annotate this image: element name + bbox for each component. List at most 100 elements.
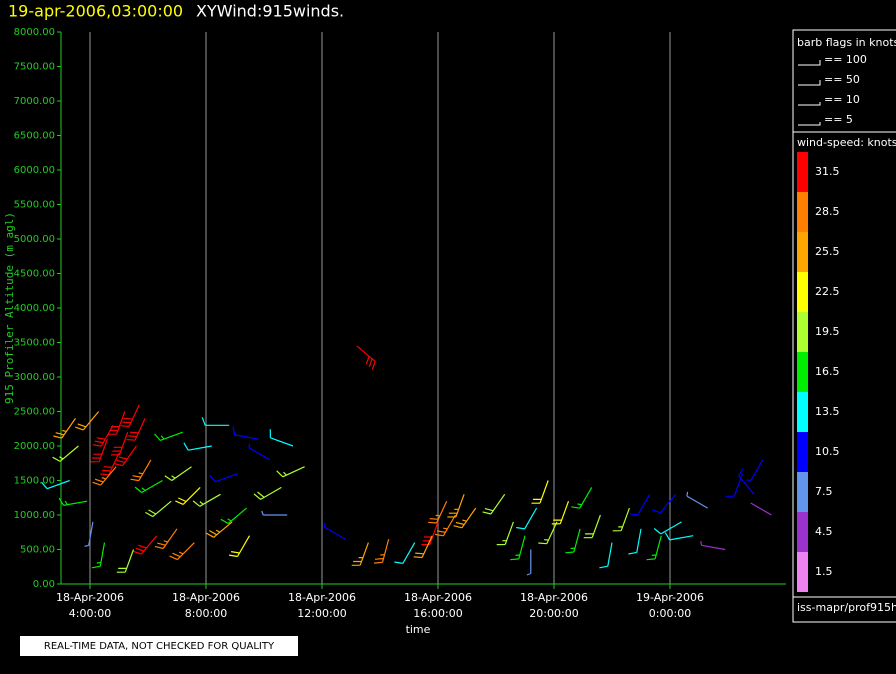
wind-barb bbox=[110, 431, 129, 456]
wind-barb bbox=[746, 459, 764, 482]
y-tick-label: 5500.00 bbox=[14, 200, 55, 211]
colorbar-swatch bbox=[797, 352, 808, 392]
y-tick-label: 3500.00 bbox=[14, 338, 55, 349]
wind-barb bbox=[75, 411, 100, 431]
x-axis-label: time bbox=[406, 623, 431, 636]
wind-barb bbox=[192, 493, 221, 507]
colorbar-label: 28.5 bbox=[815, 205, 840, 218]
barb-legend-label: == 10 bbox=[824, 93, 860, 106]
wind-barb bbox=[646, 535, 662, 561]
wind-barb bbox=[526, 549, 532, 576]
colorbar-label: 4.5 bbox=[815, 525, 833, 538]
wind-barb bbox=[612, 507, 630, 532]
wind-barb bbox=[126, 418, 146, 441]
colorbar-swatch bbox=[797, 552, 808, 592]
wind-barb bbox=[428, 500, 448, 524]
y-tick-label: 0.00 bbox=[33, 579, 55, 590]
wind-barb bbox=[253, 486, 282, 500]
y-tick-label: 7000.00 bbox=[14, 96, 55, 107]
wind-barb bbox=[201, 417, 230, 426]
wind-barb bbox=[538, 521, 558, 545]
wind-barb bbox=[130, 459, 152, 482]
chart-title: 19-apr-2006,03:00:00 bbox=[8, 2, 183, 21]
x-tick-label: 18-Apr-2006 bbox=[56, 591, 124, 604]
wind-barb bbox=[413, 535, 433, 559]
barb-legend-icon bbox=[798, 60, 821, 66]
colorbar-label: 13.5 bbox=[815, 405, 840, 418]
x-tick-label: 4:00:00 bbox=[69, 607, 111, 620]
wind-barb bbox=[229, 535, 251, 558]
y-tick-label: 6500.00 bbox=[14, 131, 55, 142]
wind-barb bbox=[394, 542, 416, 564]
x-tick-label: 19-Apr-2006 bbox=[636, 591, 704, 604]
y-tick-label: 1000.00 bbox=[14, 510, 55, 521]
x-tick-label: 0:00:00 bbox=[649, 607, 691, 620]
wind-barb bbox=[120, 404, 140, 427]
colorbar-swatch bbox=[797, 512, 808, 552]
colorbar-label: 31.5 bbox=[815, 165, 840, 178]
colorbar-swatch bbox=[797, 192, 808, 232]
wind-barb bbox=[116, 549, 135, 573]
wind-barb bbox=[664, 532, 694, 541]
wind-barb bbox=[269, 429, 294, 447]
wind-barb bbox=[628, 528, 642, 555]
wind-barb bbox=[91, 542, 106, 569]
x-tick-label: 20:00:00 bbox=[529, 607, 578, 620]
wind-barb bbox=[209, 473, 239, 483]
colorbar-swatch bbox=[797, 312, 808, 352]
wind-barb bbox=[571, 487, 593, 509]
colorbar-swatch bbox=[797, 232, 808, 272]
y-tick-label: 6000.00 bbox=[14, 165, 55, 176]
colorbar-label: 1.5 bbox=[815, 565, 833, 578]
colorbar-swatch bbox=[797, 272, 808, 312]
wind-barb bbox=[232, 426, 259, 440]
wind-barb bbox=[276, 466, 305, 478]
colorbar-swatch bbox=[797, 392, 808, 432]
y-tick-label: 4000.00 bbox=[14, 303, 55, 314]
wind-barb bbox=[531, 480, 549, 504]
barb-legend-icon bbox=[798, 122, 821, 126]
barb-legend-label: == 50 bbox=[824, 73, 860, 86]
wind-barb bbox=[323, 522, 346, 540]
legend-frame bbox=[792, 29, 896, 623]
wind-barb bbox=[175, 486, 201, 505]
barb-legend-icon bbox=[798, 102, 821, 106]
wind-barb bbox=[134, 479, 163, 494]
y-tick-label: 8000.00 bbox=[14, 27, 55, 38]
wind-barb bbox=[58, 497, 88, 506]
barb-legend-icon bbox=[798, 80, 821, 86]
wind-barb bbox=[351, 542, 369, 566]
colorbar-label: 19.5 bbox=[815, 325, 840, 338]
colorbar-label: 7.5 bbox=[815, 485, 833, 498]
wind-barb bbox=[700, 540, 726, 551]
x-tick-label: 18-Apr-2006 bbox=[520, 591, 588, 604]
colorbar-label: 25.5 bbox=[815, 245, 840, 258]
source-label: iss-mapr/prof915h bbox=[797, 601, 896, 614]
y-tick-label: 4500.00 bbox=[14, 269, 55, 280]
note: REAL-TIME DATA, NOT CHECKED FOR QUALITY bbox=[44, 641, 275, 652]
colorbar-label: 16.5 bbox=[815, 365, 840, 378]
wind-barb bbox=[583, 514, 601, 539]
colorbar-swatch bbox=[797, 152, 808, 192]
x-tick-label: 18-Apr-2006 bbox=[288, 591, 356, 604]
colorbar-swatch bbox=[797, 472, 808, 512]
wind-barb bbox=[599, 542, 613, 569]
wind-barb bbox=[551, 500, 570, 525]
wind-barb bbox=[154, 431, 184, 441]
y-axis-label: 915 Profiler Altitude (m agl) bbox=[3, 212, 16, 404]
wind-barb bbox=[261, 510, 288, 516]
wind-barb bbox=[220, 507, 247, 525]
x-tick-label: 18-Apr-2006 bbox=[172, 591, 240, 604]
wind-barb bbox=[421, 521, 439, 546]
wind-barb bbox=[52, 445, 79, 462]
wind-barb bbox=[53, 418, 76, 439]
wind-barb bbox=[510, 535, 526, 561]
colorbar-label: 22.5 bbox=[815, 285, 840, 298]
wind-barb bbox=[434, 514, 456, 537]
wind-barb bbox=[108, 411, 126, 435]
wind-barb bbox=[373, 538, 390, 564]
y-tick-label: 7500.00 bbox=[14, 62, 55, 73]
x-tick-label: 12:00:00 bbox=[297, 607, 346, 620]
wind-barb bbox=[725, 473, 744, 497]
